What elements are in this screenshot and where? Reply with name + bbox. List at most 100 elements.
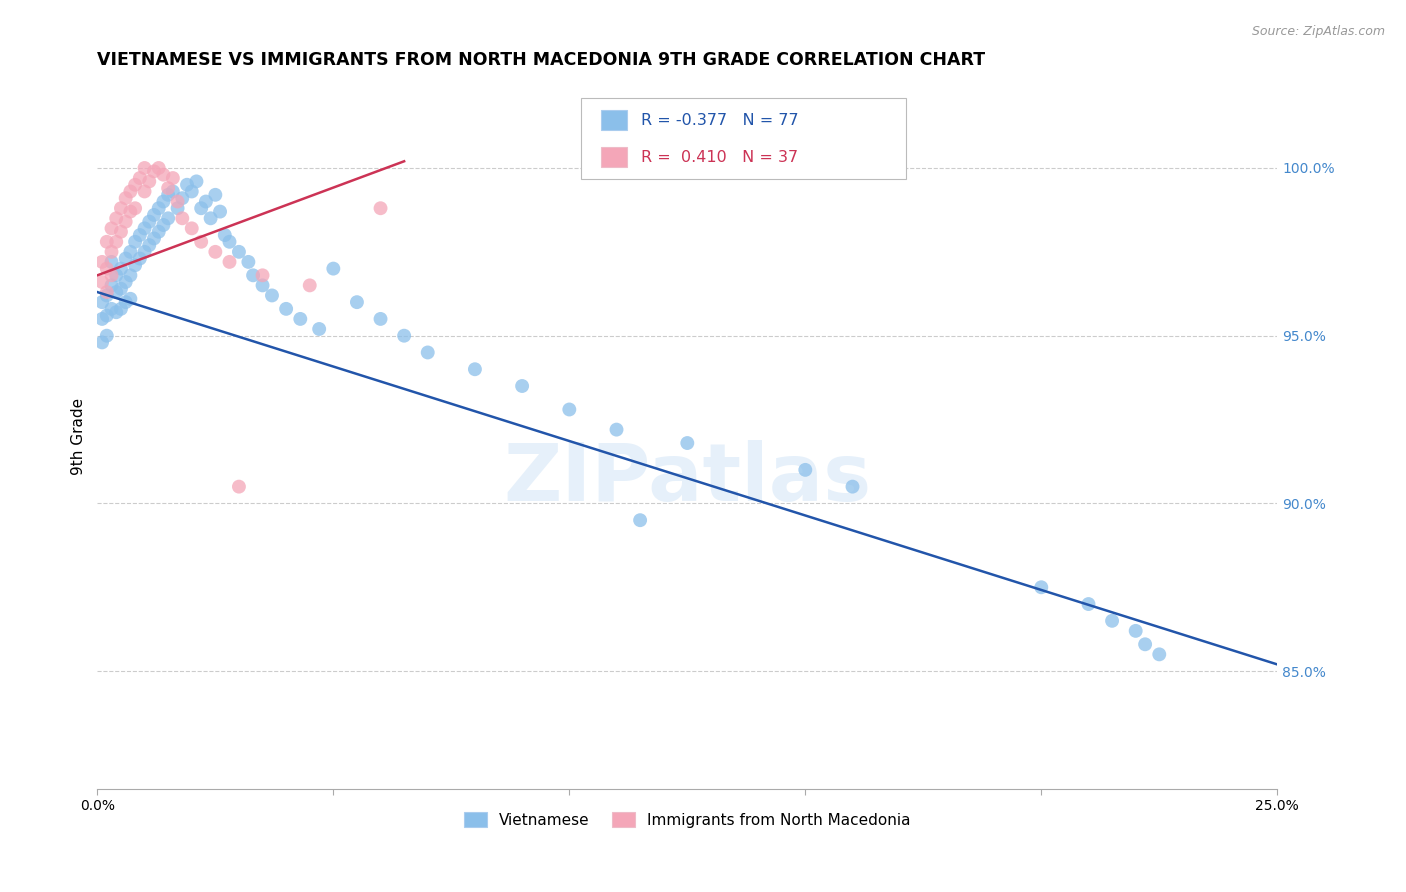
Point — [105, 211, 128, 226]
Point — [105, 235, 128, 249]
Point — [558, 402, 581, 417]
Point — [209, 204, 232, 219]
Point — [464, 362, 486, 376]
Point — [308, 322, 330, 336]
Point — [114, 275, 136, 289]
Text: R =  0.410   N = 37: R = 0.410 N = 37 — [641, 150, 799, 165]
Point — [152, 218, 174, 232]
Point — [124, 178, 146, 192]
Text: Source: ZipAtlas.com: Source: ZipAtlas.com — [1251, 25, 1385, 38]
Point — [100, 244, 122, 259]
Point — [134, 161, 156, 175]
Point — [148, 225, 170, 239]
Point — [190, 235, 212, 249]
FancyBboxPatch shape — [602, 147, 627, 168]
Point — [260, 288, 283, 302]
Point — [416, 345, 439, 359]
Point — [128, 252, 150, 266]
Point — [370, 201, 392, 215]
Point — [276, 301, 298, 316]
Point — [110, 301, 132, 316]
Point — [1031, 580, 1053, 594]
Point — [134, 244, 156, 259]
Point — [134, 221, 156, 235]
Point — [204, 244, 226, 259]
Point — [180, 185, 202, 199]
Point — [166, 201, 188, 215]
Point — [148, 161, 170, 175]
Text: VIETNAMESE VS IMMIGRANTS FROM NORTH MACEDONIA 9TH GRADE CORRELATION CHART: VIETNAMESE VS IMMIGRANTS FROM NORTH MACE… — [97, 51, 986, 69]
Point — [252, 268, 274, 283]
Legend: Vietnamese, Immigrants from North Macedonia: Vietnamese, Immigrants from North Macedo… — [457, 805, 917, 834]
Point — [605, 423, 627, 437]
Point — [204, 187, 226, 202]
Point — [238, 255, 260, 269]
Point — [162, 171, 184, 186]
Point — [252, 278, 274, 293]
Point — [176, 178, 198, 192]
Point — [91, 312, 114, 326]
Point — [157, 181, 180, 195]
Point — [91, 255, 114, 269]
Point — [110, 201, 132, 215]
Text: R = -0.377   N = 77: R = -0.377 N = 77 — [641, 112, 799, 128]
Point — [1077, 597, 1099, 611]
Point — [676, 436, 699, 450]
Point — [100, 255, 122, 269]
Point — [110, 225, 132, 239]
Point — [510, 379, 533, 393]
Point — [172, 191, 194, 205]
Point — [290, 312, 312, 326]
Point — [100, 301, 122, 316]
Point — [166, 194, 188, 209]
Point — [100, 268, 122, 283]
Point — [110, 261, 132, 276]
Point — [120, 268, 142, 283]
Point — [120, 204, 142, 219]
Point — [322, 261, 344, 276]
Point — [190, 201, 212, 215]
Point — [346, 295, 368, 310]
Point — [114, 214, 136, 228]
Point — [128, 228, 150, 243]
Point — [124, 201, 146, 215]
Point — [138, 174, 160, 188]
Point — [96, 235, 118, 249]
Point — [114, 191, 136, 205]
Point — [120, 185, 142, 199]
Point — [242, 268, 264, 283]
Point — [152, 168, 174, 182]
Point — [214, 228, 236, 243]
Point — [1149, 648, 1171, 662]
FancyBboxPatch shape — [581, 98, 905, 179]
Point — [1125, 624, 1147, 638]
Point — [100, 221, 122, 235]
Point — [143, 208, 166, 222]
Text: ZIPatlas: ZIPatlas — [503, 440, 872, 517]
Point — [186, 174, 208, 188]
Point — [124, 258, 146, 272]
Point — [120, 244, 142, 259]
Point — [105, 285, 128, 299]
Point — [96, 261, 118, 276]
Point — [124, 235, 146, 249]
Point — [128, 171, 150, 186]
Point — [96, 288, 118, 302]
Point — [114, 295, 136, 310]
Point — [228, 480, 250, 494]
Point — [114, 252, 136, 266]
Point — [370, 312, 392, 326]
Point — [1133, 637, 1156, 651]
Point — [143, 231, 166, 245]
Point — [1101, 614, 1123, 628]
Point — [138, 214, 160, 228]
Point — [298, 278, 321, 293]
Point — [100, 278, 122, 293]
Point — [157, 187, 180, 202]
Point — [91, 335, 114, 350]
Point — [96, 309, 118, 323]
Point — [172, 211, 194, 226]
Point — [628, 513, 651, 527]
Point — [105, 268, 128, 283]
Point — [96, 328, 118, 343]
